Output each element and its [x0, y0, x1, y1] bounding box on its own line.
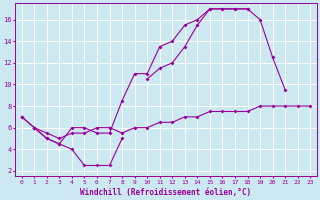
- X-axis label: Windchill (Refroidissement éolien,°C): Windchill (Refroidissement éolien,°C): [80, 188, 252, 197]
